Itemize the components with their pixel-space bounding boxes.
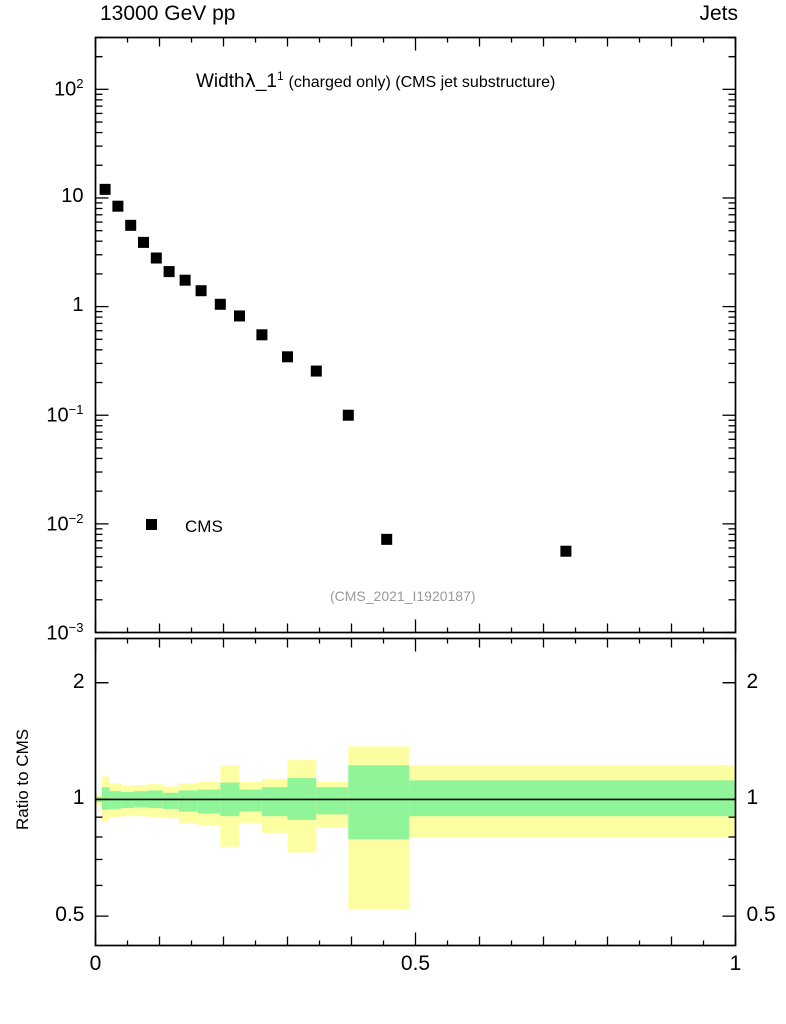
y-axis-tick-label: 1 (72, 293, 84, 316)
legend-marker (146, 519, 157, 530)
data-point-marker (150, 252, 162, 264)
legend-entry-cms-label: CMS (185, 517, 223, 536)
title-superscript: 1 (276, 69, 284, 83)
title-prefix: Width (196, 70, 245, 92)
y-axis-tick-label: 10−3 (46, 619, 84, 645)
title-subscript: _1 (255, 70, 277, 92)
main-panel-frame (94, 36, 737, 634)
ratio-tick-label-right: 2 (746, 669, 759, 693)
data-point-marker (99, 183, 111, 195)
ratio-inner-band (316, 787, 349, 815)
ratio-tick-label-right: 0.5 (746, 903, 776, 927)
process-label: Jets (699, 2, 738, 25)
x-axis-tick-label: 1 (729, 951, 742, 975)
data-point-marker (282, 351, 293, 363)
x-axis-tick-label: 0.5 (400, 951, 431, 975)
analysis-id-watermark: (CMS_2021_I1920187) (330, 588, 476, 604)
data-point-marker (138, 236, 149, 248)
y-axis-tick-label: 10−1 (46, 402, 84, 427)
data-point-marker (163, 266, 175, 278)
ratio-inner-band (101, 787, 110, 810)
data-point-marker (342, 409, 354, 421)
ratio-tick-label-left: 1 (72, 786, 85, 810)
ratio-inner-band (162, 792, 179, 809)
legend-square-marker (146, 519, 157, 530)
ratio-inner-band (178, 790, 198, 812)
title-suffix: (charged only) (CMS jet substructure) (288, 73, 556, 91)
ratio-inner-band (197, 789, 221, 814)
ratio-tick-label-left: 2 (72, 669, 85, 693)
data-point-marker (112, 200, 124, 212)
data-point-marker (381, 533, 393, 545)
data-point-marker (234, 310, 245, 322)
data-point-marker (179, 274, 191, 286)
data-point-marker (195, 285, 207, 297)
ratio-inner-band (239, 789, 262, 812)
ratio-tick-label-right: 1 (746, 786, 759, 810)
ratio-inner-band (261, 787, 288, 817)
data-markers (99, 183, 572, 557)
y-axis-tick-label: 10 (61, 184, 84, 207)
x-axis-tick-label: 0 (89, 951, 102, 975)
y-axis-tick-label: 10−2 (46, 510, 84, 536)
axis-ticks (94, 36, 737, 946)
ratio-tick-label-left: 0.5 (55, 903, 85, 927)
ratio-inner-band (409, 780, 736, 817)
beam-energy-label: 13000 GeV pp (100, 2, 236, 25)
data-point-marker (256, 329, 268, 341)
data-point-marker (560, 545, 572, 557)
ratio-band-group (95, 746, 736, 910)
ratio-inner-band (348, 765, 410, 840)
data-point-marker (310, 365, 322, 377)
data-point-marker (125, 219, 137, 231)
data-point-marker (214, 298, 226, 310)
y-axis-tick-label: 102 (54, 76, 84, 101)
plot-title: Widthλ_11 (charged only) (CMS jet substr… (196, 70, 555, 91)
title-lambda-symbol: λ (244, 69, 256, 92)
